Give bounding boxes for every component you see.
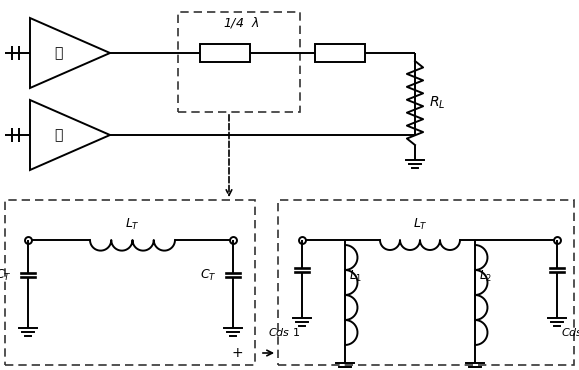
Text: $C_T$: $C_T$ xyxy=(200,268,217,283)
Bar xyxy=(315,44,365,62)
Text: $Cds\ 1$: $Cds\ 1$ xyxy=(268,326,300,338)
Bar xyxy=(178,12,300,112)
Bar xyxy=(5,200,255,365)
Text: $L_1$: $L_1$ xyxy=(349,269,362,284)
Text: $L_T$: $L_T$ xyxy=(125,216,140,232)
Text: $L_2$: $L_2$ xyxy=(479,269,492,284)
Text: $+$: $+$ xyxy=(231,346,243,360)
Text: $Cds\ 2$: $Cds\ 2$ xyxy=(561,326,579,338)
Bar xyxy=(200,44,250,62)
Bar xyxy=(278,200,574,365)
Text: $L_T$: $L_T$ xyxy=(413,216,427,232)
Text: $R_L$: $R_L$ xyxy=(429,95,445,111)
Text: 主: 主 xyxy=(54,46,62,60)
Text: 1/4  $\lambda$: 1/4 $\lambda$ xyxy=(223,14,259,30)
Text: 辅: 辅 xyxy=(54,128,62,142)
Text: $C_T$: $C_T$ xyxy=(0,268,12,283)
